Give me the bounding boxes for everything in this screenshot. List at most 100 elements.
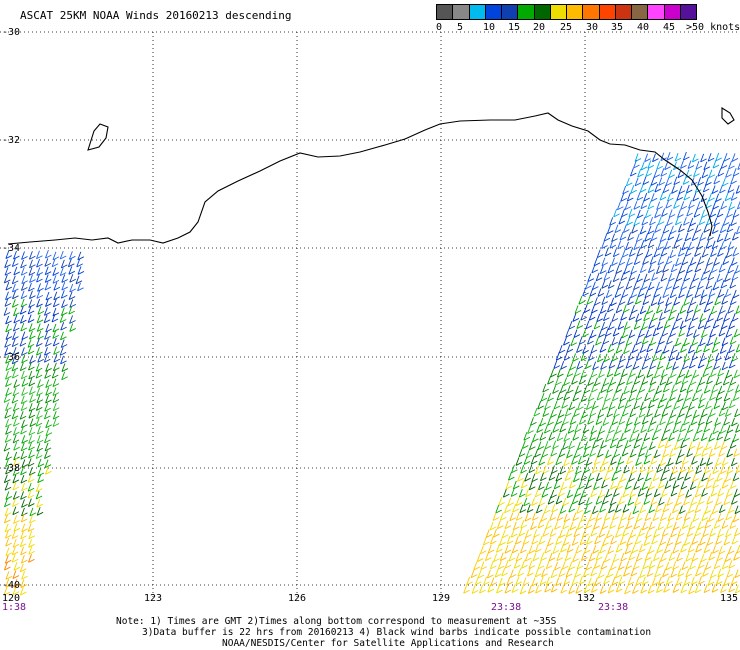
wind-barb — [28, 267, 36, 276]
wind-barb — [622, 304, 630, 313]
wind-barb — [20, 282, 28, 291]
wind-barb — [670, 344, 678, 354]
wind-barb — [648, 504, 655, 514]
wind-barb — [537, 519, 545, 529]
wind-barb — [697, 560, 705, 569]
wind-barb — [501, 529, 509, 539]
wind-barb — [698, 216, 706, 226]
wind-barb — [556, 392, 564, 401]
wind-barb — [619, 432, 627, 442]
wind-barb — [596, 433, 603, 442]
wind-barb — [20, 513, 28, 523]
wind-barb — [12, 539, 20, 548]
wind-barb — [53, 282, 61, 291]
wind-barb — [623, 265, 631, 275]
wind-barb — [629, 167, 637, 177]
wind-barb — [77, 282, 84, 292]
wind-barb — [574, 488, 582, 498]
wind-barb — [52, 394, 60, 403]
wind-barb — [680, 201, 687, 210]
wind-barb — [675, 456, 682, 465]
wind-barb — [633, 256, 641, 265]
wind-barb — [647, 225, 655, 235]
wind-barb — [719, 425, 727, 434]
wind-barb — [586, 296, 594, 305]
wind-barb — [28, 427, 36, 436]
wind-barb — [5, 362, 13, 371]
wind-barb — [703, 423, 711, 433]
wind-barb — [20, 322, 28, 332]
wind-barb — [715, 536, 722, 545]
wind-barb — [731, 153, 739, 162]
wind-barb — [730, 192, 738, 201]
wind-barb — [52, 362, 60, 372]
wind-barb — [681, 256, 689, 266]
wind-barb — [562, 497, 570, 507]
wind-barb — [685, 169, 693, 179]
wind-barb — [4, 267, 12, 276]
wind-barb — [664, 161, 671, 171]
wind-barb — [698, 576, 705, 585]
wind-barb — [28, 467, 36, 476]
wind-barb — [639, 344, 647, 354]
wind-barb — [594, 535, 601, 545]
wind-barb — [647, 239, 655, 249]
wind-barb — [630, 567, 638, 577]
wind-barb — [498, 537, 506, 546]
wind-barb — [596, 449, 604, 458]
wind-barb — [565, 568, 573, 578]
wind-barb — [606, 303, 614, 313]
wind-barb — [36, 387, 43, 397]
wind-barb — [656, 201, 663, 210]
wind-barb — [512, 480, 520, 490]
wind-barb — [675, 536, 682, 546]
wind-barb — [479, 545, 487, 555]
wind-barb — [709, 392, 716, 401]
wind-barb — [665, 361, 673, 370]
wind-barb — [692, 513, 700, 522]
wind-barb — [19, 362, 27, 372]
wind-barb — [600, 440, 607, 449]
wind-barb — [44, 331, 51, 340]
wind-barb — [20, 554, 28, 564]
wind-barb — [624, 400, 632, 409]
wind-barb — [60, 355, 67, 365]
wind-barb — [659, 376, 667, 386]
wind-barb — [722, 256, 730, 265]
wind-barb — [687, 223, 694, 233]
wind-barb — [697, 496, 705, 505]
wind-barb — [603, 472, 611, 482]
wind-barb — [633, 520, 641, 530]
wind-barb — [680, 160, 687, 169]
wind-barb — [727, 265, 734, 274]
wind-barb — [524, 513, 532, 522]
wind-barb — [657, 400, 664, 409]
wind-barb — [733, 488, 740, 498]
wind-barb — [696, 201, 704, 210]
wind-barb — [553, 360, 561, 369]
wind-barb — [677, 248, 685, 257]
wind-barb — [559, 423, 567, 433]
wind-barb — [566, 368, 574, 378]
wind-barb — [669, 225, 677, 235]
wind-barb — [693, 209, 701, 218]
wind-barb — [726, 569, 734, 578]
wind-barb — [681, 456, 689, 465]
wind-barb — [5, 323, 12, 333]
wind-barb — [607, 264, 615, 274]
wind-barb — [581, 409, 589, 419]
wind-barb — [666, 336, 673, 345]
wind-barb — [639, 401, 647, 411]
wind-barb — [686, 264, 693, 274]
wind-barb — [734, 408, 740, 418]
wind-barb — [724, 553, 732, 563]
wind-barb — [706, 376, 713, 385]
wind-barb — [707, 313, 714, 323]
wind-barb — [44, 370, 51, 379]
wind-barb — [621, 368, 628, 378]
wind-barb — [653, 552, 660, 562]
wind-barb — [654, 209, 661, 219]
wind-barb — [678, 265, 686, 274]
wind-barb — [631, 304, 638, 314]
wind-barb — [628, 208, 636, 218]
